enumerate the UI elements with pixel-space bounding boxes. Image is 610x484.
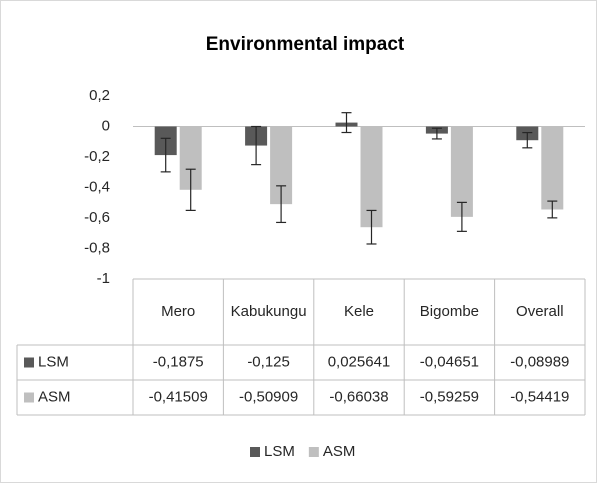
y-tick-label: -0,8: [84, 239, 110, 256]
bar: [270, 126, 293, 205]
data-table-value: -0,66038: [329, 388, 388, 405]
data-table-value: 0,025641: [328, 353, 391, 370]
error-bar: [276, 185, 287, 224]
bar: [179, 126, 202, 190]
bar: [541, 126, 564, 210]
chart-title: Environmental impact: [206, 34, 405, 55]
legend-key: [24, 357, 34, 368]
data-table-value: -0,08989: [510, 353, 569, 370]
legend-key: [24, 392, 34, 403]
data-table-value: -0,59259: [420, 388, 479, 405]
data-table-value: -0,54419: [510, 388, 569, 405]
legend-swatch: [308, 447, 319, 457]
data-table-value: -0,04651: [420, 353, 479, 370]
data-table-value: -0,41509: [149, 388, 208, 405]
y-tick-label: -0,4: [84, 178, 110, 195]
y-tick-label: -1: [97, 270, 110, 287]
error-bar: [160, 137, 171, 173]
legend-swatch: [250, 447, 260, 457]
error-bar: [341, 112, 352, 134]
legend-label: LSM: [264, 443, 295, 460]
error-bar: [547, 200, 558, 219]
category-label: Bigombe: [420, 303, 479, 320]
bar: [450, 126, 473, 217]
bar: [360, 126, 383, 228]
data-table-value: -0,50909: [239, 388, 298, 405]
error-bar: [251, 125, 262, 166]
error-bar: [431, 127, 442, 140]
chart-frame: [0, 0, 597, 483]
error-bar: [185, 168, 196, 211]
legend-label: ASM: [323, 443, 356, 460]
error-bar: [366, 209, 377, 245]
y-tick-label: -0,6: [84, 209, 110, 226]
series-label: LSM: [38, 353, 69, 370]
error-bar: [456, 201, 467, 232]
data-table-value: -0,1875: [153, 353, 204, 370]
y-tick-label: 0: [102, 117, 110, 134]
y-tick-label: 0,2: [89, 87, 110, 104]
category-label: Overall: [516, 303, 564, 320]
data-table-value: -0,125: [247, 353, 290, 370]
series-label: ASM: [38, 388, 71, 405]
category-label: Kele: [344, 303, 374, 320]
y-tick-label: -0,2: [84, 148, 110, 165]
category-label: Mero: [161, 303, 195, 320]
category-label: Kabukungu: [231, 303, 307, 320]
error-bar: [522, 131, 533, 149]
